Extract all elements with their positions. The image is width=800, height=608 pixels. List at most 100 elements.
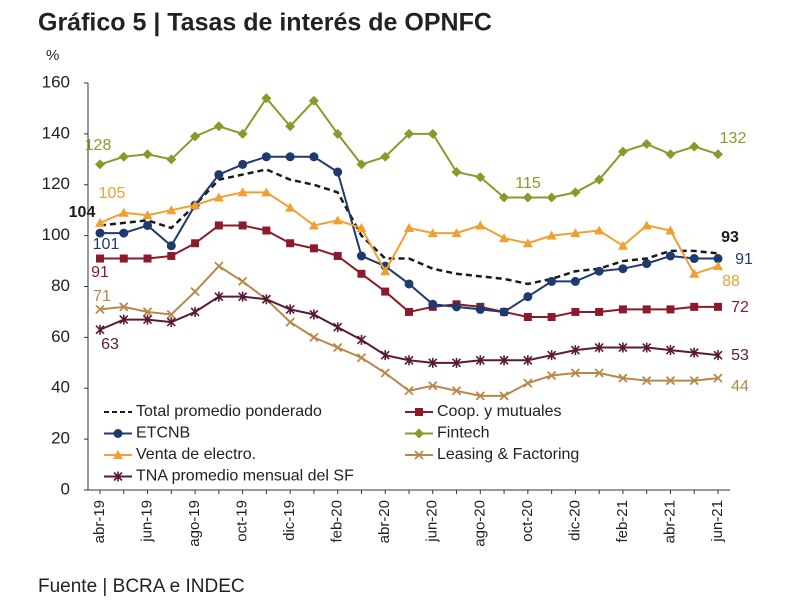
series-line: [99, 168, 719, 286]
data-label: 72: [731, 299, 749, 316]
y-axis-label: %: [46, 47, 59, 64]
data-point: [428, 357, 438, 368]
data-point: [309, 152, 319, 162]
y-tick-label: 60: [51, 327, 70, 346]
data-point: [617, 240, 628, 250]
data-point: [546, 370, 557, 381]
data-point: [404, 222, 414, 232]
x-tick-label: jun-19: [139, 500, 156, 543]
data-point: [238, 159, 248, 169]
data-point: [95, 304, 105, 315]
legend-label: Total promedio ponderado: [136, 403, 322, 420]
y-tick-label: 0: [61, 479, 70, 498]
data-point: [96, 254, 104, 263]
data-point: [499, 391, 509, 401]
x-tick-label: oct-20: [519, 500, 536, 542]
data-point: [214, 221, 223, 230]
x-tick-label: abr-21: [661, 500, 678, 543]
data-point: [523, 313, 532, 322]
data-point: [547, 313, 556, 322]
data-point: [333, 251, 342, 260]
data-label: 63: [101, 336, 119, 353]
data-point: [308, 95, 319, 106]
data-point: [119, 302, 129, 312]
legend-marker: [414, 428, 424, 439]
data-point: [142, 307, 153, 317]
data-point: [356, 159, 367, 170]
data-point: [642, 342, 652, 353]
data-point: [570, 368, 581, 378]
data-point: [547, 276, 557, 286]
data-point: [95, 217, 105, 227]
data-point: [262, 226, 271, 235]
source: Fuente | BCRA e INDEC: [38, 576, 245, 597]
data-point: [166, 205, 177, 215]
data-point: [380, 266, 391, 276]
y-tick-label: 40: [51, 378, 70, 397]
data-point: [499, 192, 510, 203]
legend-marker: [415, 408, 423, 416]
data-point: [119, 228, 129, 238]
data-point: [617, 146, 628, 157]
data-point: [118, 207, 129, 217]
data-point: [309, 309, 319, 320]
data-point: [404, 128, 414, 139]
legend-marker: [113, 429, 123, 438]
data-point: [214, 261, 224, 271]
data-point: [285, 202, 296, 212]
data-point: [404, 279, 414, 289]
x-tick-label: jun-20: [424, 500, 441, 543]
legend-label: ETCNB: [136, 425, 190, 442]
data-point: [689, 254, 699, 264]
data-label: 71: [93, 288, 111, 305]
x-tick-label: feb-21: [614, 500, 631, 543]
data-point: [571, 307, 580, 316]
data-point: [427, 128, 438, 139]
data-point: [713, 254, 723, 264]
data-label: 105: [99, 185, 126, 202]
data-point: [618, 264, 628, 274]
data-point: [191, 239, 200, 248]
data-point: [237, 276, 248, 287]
data-point: [570, 276, 580, 286]
data-point: [689, 141, 700, 152]
data-point: [143, 254, 152, 263]
data-point: [381, 287, 390, 296]
data-point: [95, 324, 105, 335]
data-point: [261, 187, 272, 197]
legend-label: Coop. y mutuales: [437, 403, 562, 420]
data-point: [451, 386, 462, 396]
data-point: [690, 302, 699, 311]
data-point: [451, 167, 462, 178]
data-point: [618, 342, 628, 353]
data-point: [238, 291, 248, 302]
data-point: [332, 215, 343, 225]
data-point: [190, 306, 200, 317]
data-point: [261, 294, 271, 305]
data-point: [237, 128, 248, 139]
data-label: 93: [721, 229, 739, 246]
data-point: [570, 345, 580, 356]
data-point: [237, 187, 248, 197]
data-point: [356, 334, 367, 345]
data-point: [714, 302, 722, 311]
data-point: [285, 121, 296, 132]
data-point: [475, 304, 485, 314]
data-point: [595, 307, 604, 316]
x-tick-label: ago-20: [471, 500, 488, 547]
data-point: [641, 220, 652, 230]
data-point: [95, 159, 105, 170]
data-point: [642, 259, 652, 269]
series-line: [99, 96, 719, 199]
legend-marker: [414, 450, 424, 460]
data-point: [475, 355, 485, 366]
data-point: [380, 368, 390, 378]
data-point: [594, 225, 605, 235]
data-point: [594, 174, 605, 185]
data-point: [642, 375, 652, 386]
x-tick-label: ago-19: [186, 500, 203, 547]
data-point: [523, 355, 533, 366]
data-point: [523, 378, 533, 388]
data-point: [119, 314, 129, 325]
